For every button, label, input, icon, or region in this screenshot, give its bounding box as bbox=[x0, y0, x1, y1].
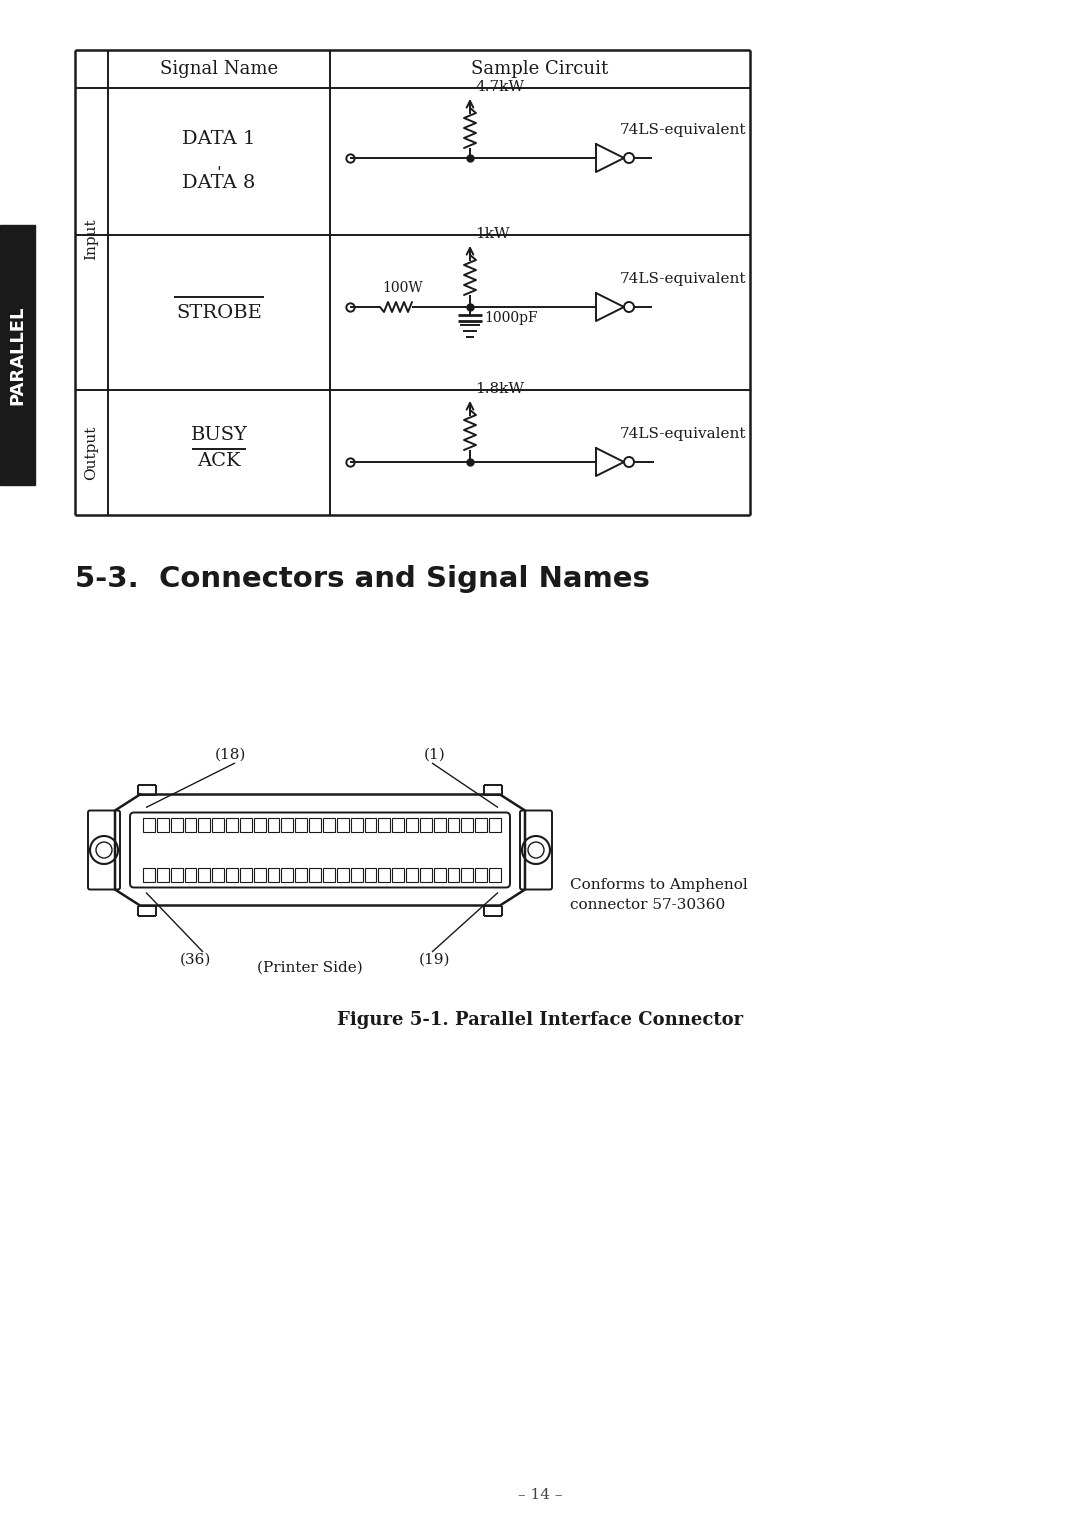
Text: STROBE: STROBE bbox=[176, 304, 261, 322]
Bar bbox=[378, 819, 390, 832]
Text: DATA 8: DATA 8 bbox=[183, 175, 256, 193]
Bar bbox=[461, 868, 473, 881]
Bar bbox=[420, 819, 432, 832]
Text: 74LS-equivalent: 74LS-equivalent bbox=[620, 271, 746, 287]
Bar bbox=[323, 819, 335, 832]
Bar bbox=[295, 868, 307, 881]
Bar bbox=[226, 819, 238, 832]
Bar bbox=[254, 868, 266, 881]
Bar bbox=[295, 819, 307, 832]
Bar bbox=[157, 868, 168, 881]
Text: Output: Output bbox=[84, 425, 98, 480]
Bar bbox=[323, 868, 335, 881]
Text: Input: Input bbox=[84, 218, 98, 259]
Text: 74LS-equivalent: 74LS-equivalent bbox=[620, 428, 746, 442]
Text: 1.8kW: 1.8kW bbox=[475, 382, 524, 396]
FancyBboxPatch shape bbox=[130, 812, 510, 888]
Bar bbox=[489, 868, 501, 881]
Text: (1): (1) bbox=[424, 748, 446, 762]
Bar bbox=[185, 819, 197, 832]
Text: (18): (18) bbox=[214, 748, 245, 762]
Text: 5-3.  Connectors and Signal Names: 5-3. Connectors and Signal Names bbox=[75, 566, 650, 593]
Text: ˌ: ˌ bbox=[217, 155, 221, 172]
Bar bbox=[475, 868, 487, 881]
Bar bbox=[337, 868, 349, 881]
Bar bbox=[434, 868, 446, 881]
Bar bbox=[420, 868, 432, 881]
Text: ACK: ACK bbox=[198, 452, 241, 469]
Bar bbox=[447, 819, 459, 832]
Bar bbox=[406, 868, 418, 881]
Bar bbox=[199, 868, 211, 881]
Bar bbox=[268, 868, 280, 881]
Bar bbox=[434, 819, 446, 832]
Bar bbox=[461, 819, 473, 832]
Bar bbox=[309, 868, 321, 881]
Bar bbox=[268, 819, 280, 832]
Text: Figure 5-1. Parallel Interface Connector: Figure 5-1. Parallel Interface Connector bbox=[337, 1010, 743, 1029]
FancyBboxPatch shape bbox=[87, 811, 120, 889]
Bar bbox=[378, 868, 390, 881]
Text: Conforms to Amphenol
connector 57-30360: Conforms to Amphenol connector 57-30360 bbox=[570, 878, 747, 912]
Text: BUSY: BUSY bbox=[190, 426, 247, 443]
Text: – 14 –: – 14 – bbox=[517, 1489, 563, 1502]
Bar bbox=[337, 819, 349, 832]
Bar bbox=[213, 819, 224, 832]
Bar bbox=[171, 868, 183, 881]
FancyBboxPatch shape bbox=[519, 811, 552, 889]
Text: (Printer Side): (Printer Side) bbox=[257, 961, 363, 975]
Text: (19): (19) bbox=[419, 954, 450, 967]
Bar bbox=[199, 819, 211, 832]
Text: DATA 1: DATA 1 bbox=[183, 130, 256, 149]
Bar bbox=[213, 868, 224, 881]
Bar bbox=[143, 868, 154, 881]
Bar bbox=[365, 819, 377, 832]
Bar bbox=[365, 868, 377, 881]
Bar bbox=[185, 868, 197, 881]
Text: Signal Name: Signal Name bbox=[160, 60, 278, 78]
Bar bbox=[226, 868, 238, 881]
Text: 4.7kW: 4.7kW bbox=[475, 80, 524, 94]
Text: (36): (36) bbox=[179, 954, 211, 967]
Text: PARALLEL: PARALLEL bbox=[9, 305, 27, 405]
Text: 1kW: 1kW bbox=[475, 227, 510, 241]
Text: 1000pF: 1000pF bbox=[484, 311, 538, 325]
Bar bbox=[240, 868, 252, 881]
Text: 100W: 100W bbox=[382, 281, 422, 294]
Bar bbox=[240, 819, 252, 832]
Bar bbox=[489, 819, 501, 832]
Bar bbox=[475, 819, 487, 832]
Bar bbox=[282, 819, 294, 832]
Bar bbox=[171, 819, 183, 832]
Bar bbox=[392, 819, 404, 832]
Bar bbox=[157, 819, 168, 832]
Bar bbox=[282, 868, 294, 881]
Bar bbox=[392, 868, 404, 881]
Bar bbox=[406, 819, 418, 832]
Bar bbox=[447, 868, 459, 881]
Bar bbox=[143, 819, 154, 832]
Bar bbox=[254, 819, 266, 832]
Text: 74LS-equivalent: 74LS-equivalent bbox=[620, 123, 746, 136]
Bar bbox=[309, 819, 321, 832]
Bar bbox=[0, 225, 35, 484]
Bar bbox=[351, 819, 363, 832]
Bar bbox=[351, 868, 363, 881]
Text: Sample Circuit: Sample Circuit bbox=[471, 60, 609, 78]
